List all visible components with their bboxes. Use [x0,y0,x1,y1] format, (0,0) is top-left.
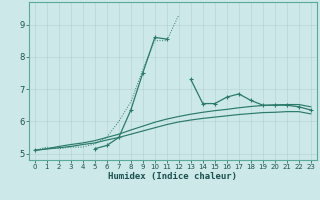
X-axis label: Humidex (Indice chaleur): Humidex (Indice chaleur) [108,172,237,181]
